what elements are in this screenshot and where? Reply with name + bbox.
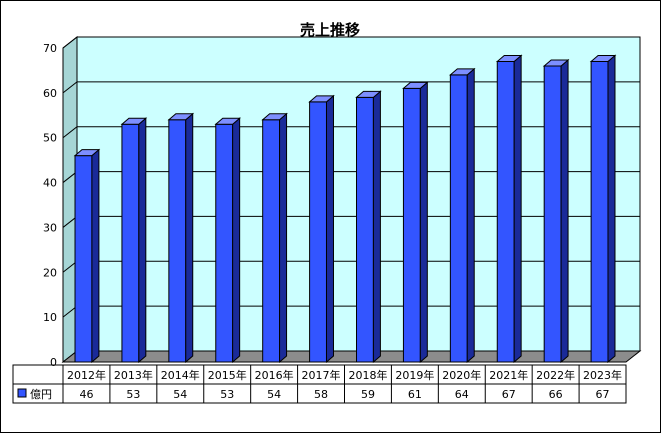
x-tick-label: 2023年 bbox=[583, 368, 622, 382]
bar bbox=[120, 117, 148, 364]
x-tick-label: 2013年 bbox=[114, 368, 153, 382]
bar-front bbox=[309, 101, 327, 363]
data-label: 64 bbox=[455, 388, 469, 401]
data-label: 53 bbox=[126, 388, 140, 401]
bar-top bbox=[73, 149, 101, 157]
x-tick-label: 2015年 bbox=[208, 368, 247, 382]
x-tick-label: 2022年 bbox=[536, 368, 575, 382]
bar-top bbox=[120, 117, 148, 125]
bar-side bbox=[232, 117, 241, 364]
bar bbox=[448, 67, 476, 364]
y-tick-label: 10 bbox=[43, 311, 57, 324]
bar-front bbox=[356, 96, 374, 363]
y-tick-label: 50 bbox=[43, 132, 57, 145]
bar-side bbox=[466, 67, 475, 364]
bar-front bbox=[496, 60, 515, 363]
data-label: 46 bbox=[79, 388, 93, 401]
x-tick-label: 2014年 bbox=[161, 368, 200, 382]
bar-front bbox=[215, 123, 234, 363]
gridline bbox=[62, 126, 78, 139]
data-label: 67 bbox=[596, 388, 610, 401]
bar-side bbox=[513, 54, 522, 364]
bar-front bbox=[74, 155, 93, 363]
bar-side bbox=[419, 81, 428, 364]
bar-side bbox=[138, 117, 147, 364]
bar-front bbox=[543, 65, 562, 363]
gridline bbox=[62, 81, 78, 94]
y-tick-label: 60 bbox=[43, 87, 57, 100]
bar-side bbox=[607, 54, 616, 364]
x-tick-label: 2021年 bbox=[489, 368, 528, 382]
bar-top bbox=[214, 117, 242, 125]
x-tick-label: 2012年 bbox=[67, 368, 106, 382]
bar bbox=[589, 54, 617, 364]
data-label: 61 bbox=[408, 388, 422, 401]
bar-top bbox=[448, 68, 476, 76]
bar-front bbox=[121, 123, 140, 363]
bar-side bbox=[560, 58, 569, 364]
bar-top bbox=[402, 81, 429, 89]
bar-top bbox=[495, 54, 523, 62]
data-label: 53 bbox=[220, 388, 234, 401]
bar bbox=[495, 54, 523, 364]
bar-top bbox=[589, 54, 617, 62]
data-label: 59 bbox=[361, 388, 375, 401]
x-tick-label: 2018年 bbox=[348, 368, 387, 382]
y-tick-label: 0 bbox=[50, 356, 57, 369]
bar bbox=[261, 112, 288, 364]
x-tick-label: 2016年 bbox=[255, 368, 294, 382]
bar bbox=[167, 112, 195, 364]
bar-front bbox=[590, 60, 609, 363]
floor bbox=[61, 350, 642, 363]
data-table: 2012年 46 2013年 53 2014年 54 2015年 53 2016年 54 2017年… bbox=[12, 364, 627, 404]
bar-top bbox=[261, 113, 288, 121]
chart-title: 売上推移 bbox=[300, 21, 360, 39]
data-label: 67 bbox=[502, 388, 516, 401]
bar bbox=[73, 148, 101, 364]
gridline bbox=[62, 36, 78, 49]
bar-top bbox=[542, 59, 570, 67]
bar-top bbox=[167, 113, 195, 121]
data-label: 58 bbox=[314, 388, 328, 401]
y-tick-label: 30 bbox=[43, 221, 57, 234]
legend-label: 億円 bbox=[30, 388, 52, 401]
x-tick-label: 2019年 bbox=[395, 368, 434, 382]
bar-side bbox=[325, 94, 334, 364]
bar-front bbox=[402, 87, 421, 363]
x-tick-label: 2020年 bbox=[442, 368, 481, 382]
y-tick-label: 20 bbox=[43, 266, 57, 279]
bar-side bbox=[185, 112, 194, 364]
bar bbox=[542, 58, 570, 364]
y-tick-label: 40 bbox=[43, 177, 57, 190]
bar-side bbox=[372, 90, 381, 364]
legend-key bbox=[17, 388, 27, 398]
bar-front bbox=[449, 74, 468, 363]
bars bbox=[73, 54, 617, 364]
bar-front bbox=[262, 119, 281, 363]
bar bbox=[355, 90, 382, 364]
y-tick-label: 70 bbox=[43, 42, 57, 55]
bar-top bbox=[308, 95, 335, 103]
bar-front bbox=[168, 119, 187, 363]
bar-side bbox=[91, 148, 100, 364]
data-label: 54 bbox=[267, 388, 281, 401]
bar bbox=[402, 81, 429, 364]
bar-top bbox=[355, 90, 382, 98]
bar bbox=[308, 94, 335, 364]
x-tick-label: 2017年 bbox=[302, 368, 341, 382]
bar bbox=[214, 117, 242, 364]
data-label: 66 bbox=[549, 388, 563, 401]
data-label: 54 bbox=[173, 388, 187, 401]
bar-side bbox=[279, 112, 288, 364]
